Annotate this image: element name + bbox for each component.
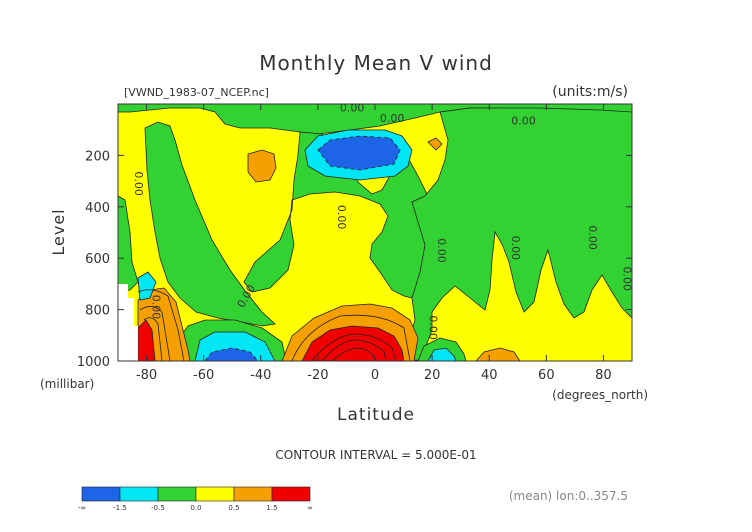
field-region-green-right [399, 107, 632, 361]
field-region-orange-right [475, 347, 521, 361]
colorbar-label: -∞ [78, 504, 86, 512]
contour-label: 0.00 [586, 225, 599, 250]
contour-label: 0.00 [511, 115, 536, 128]
y-tick-label: 600 [85, 252, 110, 267]
y-axis-label: Level [49, 208, 68, 255]
x-axis-units: (degrees_north) [552, 388, 648, 402]
y-tick-label: 1000 [77, 355, 110, 370]
colorbar-label: 0.5 [228, 504, 239, 512]
colorbar-label: 1.5 [266, 504, 277, 512]
colorbar-swatch [195, 486, 235, 502]
x-axis-label: Latitude [337, 405, 415, 425]
y-axis-units: (millibar) [40, 377, 94, 391]
x-tick-label: -20 [307, 368, 328, 383]
colorbar-swatch [119, 486, 159, 502]
contour-label: 0.00 [340, 102, 365, 115]
contour-lines [137, 289, 411, 361]
plot-area: 0.00 0.00 0.00 0.00 0.00 0.00 0.00 0.00 0.00 0.00… [118, 102, 633, 361]
x-tick-label: -80 [136, 368, 157, 383]
contour-label: 0.00 [509, 236, 522, 260]
x-tick-label: -60 [193, 368, 214, 383]
colorbar-swatch [233, 486, 273, 502]
colorbar: -∞ -1.5 -0.5 0.0 0.5 1.5 ∞ [78, 486, 313, 512]
colorbar-label: 0.0 [190, 504, 201, 512]
contour-label: 0.00 [435, 238, 448, 262]
chart-title: Monthly Mean V wind [259, 51, 493, 75]
field-missing-data [118, 284, 138, 361]
contour-label: 0.00 [132, 171, 145, 196]
file-label: [VWND_1983-07_NCEP.nc] [124, 86, 269, 99]
field-region-orange-upper [247, 149, 277, 183]
y-tick-label: 200 [85, 149, 110, 164]
colorbar-label: -0.5 [151, 504, 165, 512]
contour-interval-text: CONTOUR INTERVAL = 5.000E-01 [275, 448, 476, 462]
colorbar-swatch [271, 486, 311, 502]
x-tick-label: 20 [424, 368, 441, 383]
x-tick-label: -40 [250, 368, 271, 383]
x-tick-label: 60 [538, 368, 555, 383]
contour-label: 0.00 [149, 295, 162, 320]
field-region-red-center [301, 325, 405, 361]
x-tick-label: 0 [371, 368, 379, 383]
y-tick-label: 800 [85, 304, 110, 319]
contour-label: 0.00 [620, 267, 633, 292]
contour-label: 0.00 [426, 315, 439, 340]
colorbar-swatch [157, 486, 197, 502]
colorbar-swatch [81, 486, 121, 502]
contour-labels: 0.00 0.00 0.00 0.00 0.00 0.00 0.00 0.00 0.00 0.00… [132, 102, 633, 340]
field-region-blue-bottom [204, 347, 259, 361]
y-axis: 200 400 600 800 1000 [77, 149, 632, 370]
y-tick-label: 400 [85, 201, 110, 216]
field-region-cyan-bottom-mid [427, 347, 457, 361]
field-region-orange-small [427, 137, 443, 151]
field-region-blue-upper [317, 135, 401, 171]
field-region-green-left [144, 121, 276, 327]
footer-text: (mean) lon:0..357.5 [509, 489, 628, 503]
x-tick-label: 40 [481, 368, 498, 383]
colorbar-label: -1.5 [113, 504, 127, 512]
field-region-green-center [243, 131, 435, 301]
x-axis: -80 -60 -40 -20 0 20 40 60 80 [136, 104, 612, 383]
units-label: (units:m/s) [552, 84, 628, 100]
contour-label: 0.00 [335, 205, 348, 230]
colorbar-label: ∞ [307, 504, 313, 512]
x-tick-label: 80 [595, 368, 612, 383]
contour-label: 0.00 [380, 112, 405, 125]
